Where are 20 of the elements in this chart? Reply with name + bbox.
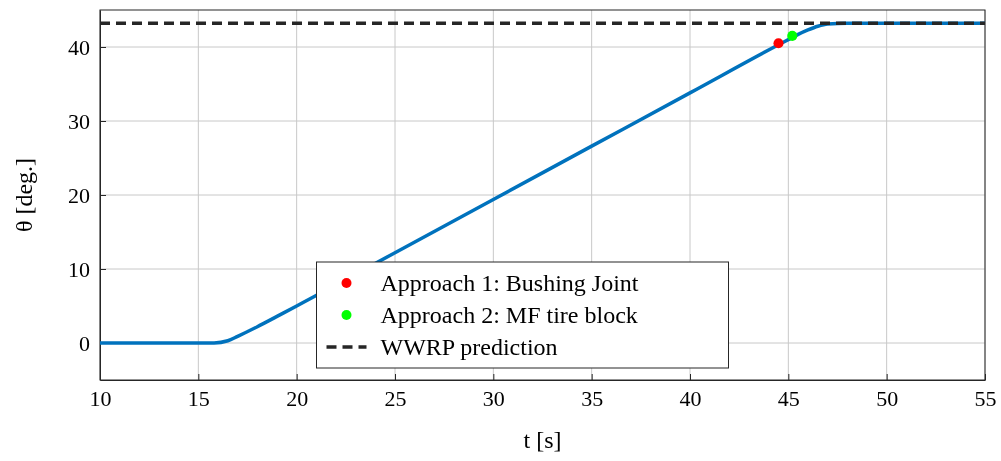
x-tick-label: 55 [974, 385, 997, 411]
x-tick-label: 20 [286, 385, 309, 411]
x-tick-label: 50 [876, 385, 899, 411]
x-tick-label: 35 [581, 385, 604, 411]
x-tick-label: 15 [187, 385, 210, 411]
legend-label: Approach 2: MF tire block [380, 302, 638, 328]
x-tick-label: 45 [777, 385, 800, 411]
legend-label: Approach 1: Bushing Joint [380, 270, 639, 296]
y-tick-label: 40 [68, 34, 90, 60]
x-tick-label: 40 [679, 385, 702, 411]
x-axis-title: t [s] [523, 427, 562, 453]
x-tick-label: 30 [482, 385, 505, 411]
y-tick-label: 30 [68, 108, 90, 134]
x-tick-label: 10 [89, 385, 112, 411]
y-axis-title: θ [deg.] [11, 157, 37, 233]
y-tick-label: 0 [79, 330, 90, 356]
x-tick-label: 25 [384, 385, 407, 411]
y-tick-label: 10 [68, 256, 90, 282]
legend-label: WWRP prediction [380, 334, 558, 360]
y-tick-label: 20 [68, 182, 90, 208]
